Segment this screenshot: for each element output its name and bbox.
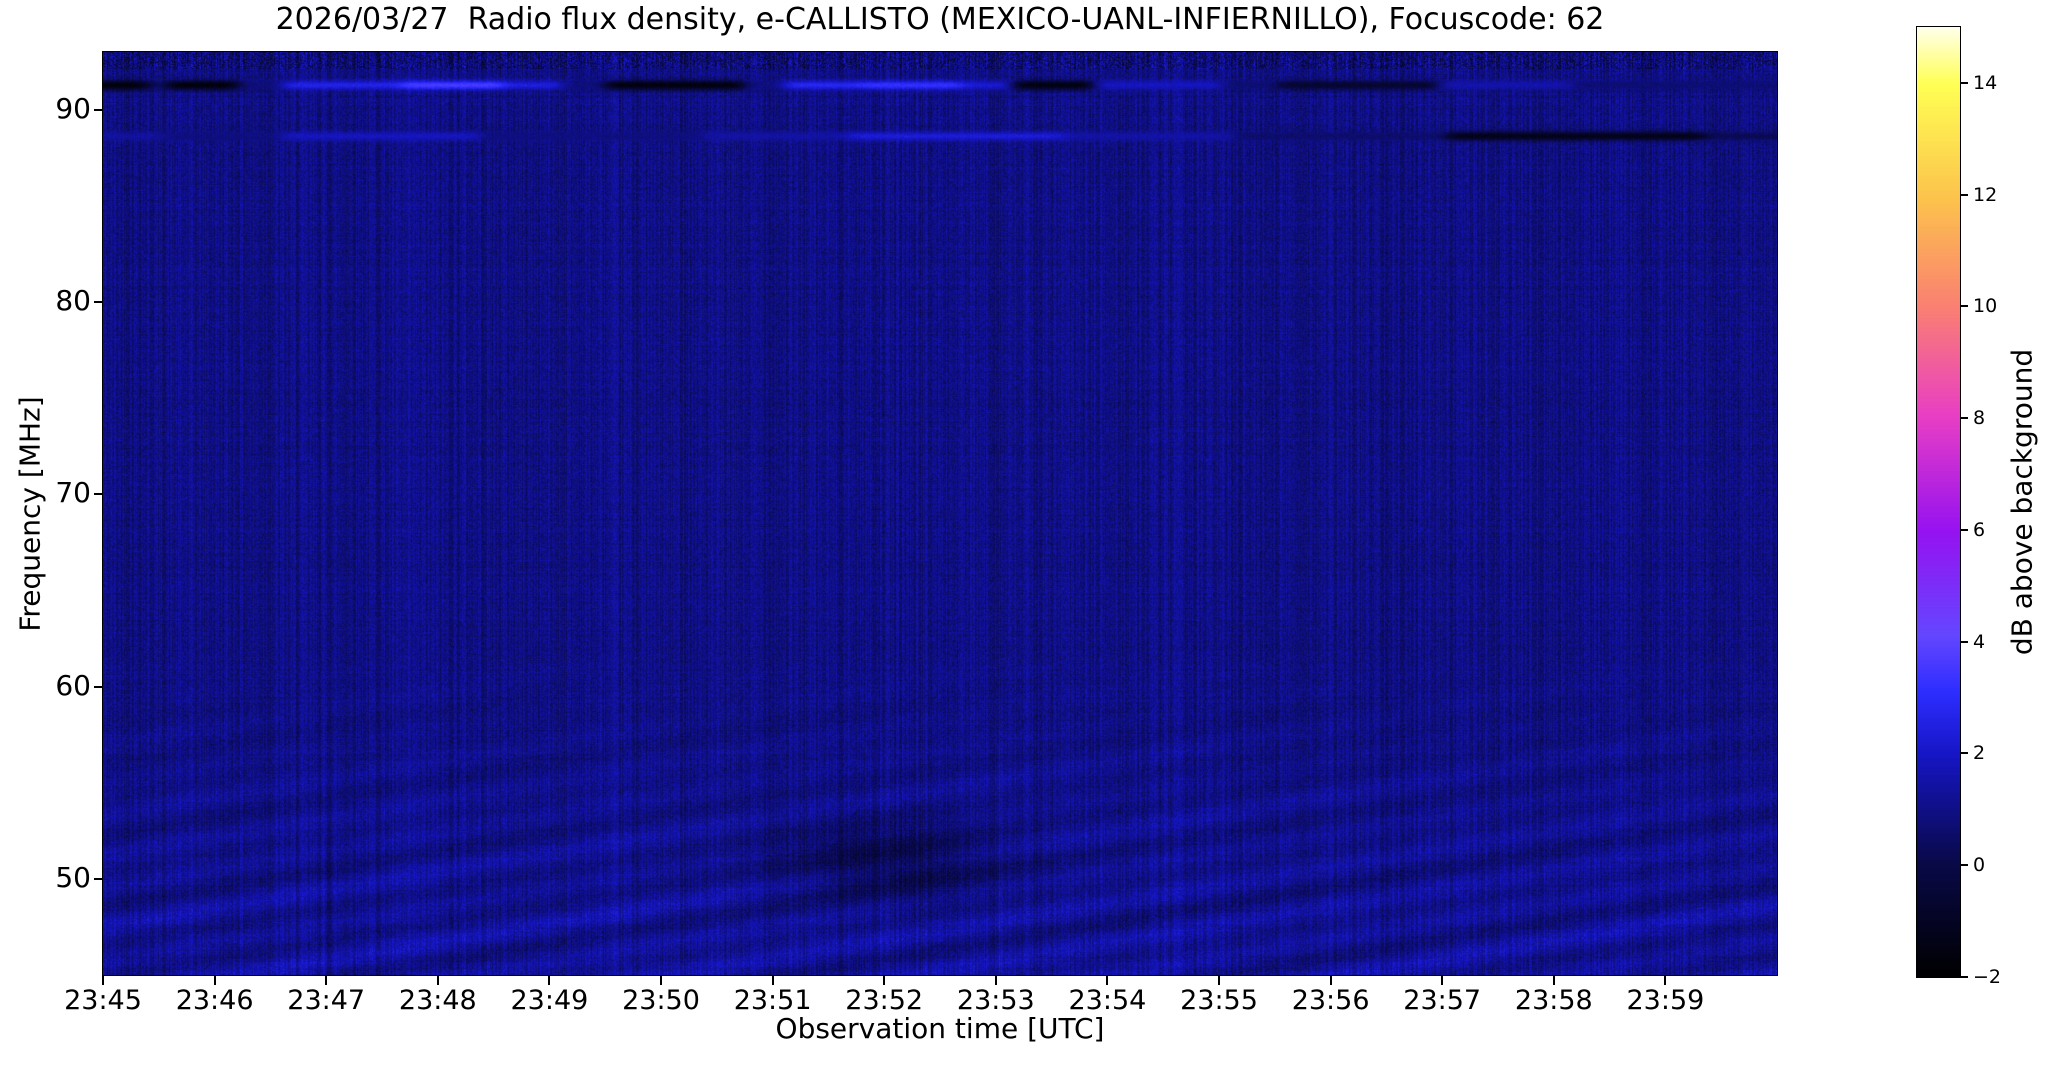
x-tick-label: 23:52 xyxy=(845,985,924,1016)
x-tick-label: 23:53 xyxy=(956,985,1035,1016)
y-tick-label: 60 xyxy=(55,668,91,702)
colorbar-tick-mark xyxy=(1961,417,1968,420)
y-tick-mark xyxy=(94,685,103,688)
spectrogram-heatmap xyxy=(103,52,1777,975)
colorbar-tick-label: −2 xyxy=(1973,966,2002,988)
x-tick-label: 23:54 xyxy=(1068,985,1147,1016)
colorbar-tick-mark xyxy=(1961,193,1968,196)
x-tick-mark xyxy=(771,976,774,985)
x-tick-label: 23:47 xyxy=(287,985,366,1016)
colorbar-tick-mark xyxy=(1961,752,1968,755)
colorbar-tick-mark xyxy=(1961,305,1968,308)
x-tick-mark xyxy=(1552,976,1555,985)
colorbar-tick-mark xyxy=(1961,640,1968,643)
y-tick-label: 80 xyxy=(55,283,91,317)
y-tick-label: 90 xyxy=(55,91,91,125)
x-tick-mark xyxy=(1664,976,1667,985)
colorbar-tick-label: 0 xyxy=(1973,854,1986,877)
y-tick-label: 70 xyxy=(55,476,91,510)
x-tick-label: 23:50 xyxy=(622,985,700,1016)
x-axis-label: Observation time [UTC] xyxy=(775,1012,1105,1045)
x-tick-label: 23:46 xyxy=(175,985,254,1016)
colorbar-tick-label: 6 xyxy=(1973,518,1986,541)
colorbar-tick-label: 8 xyxy=(1973,407,1986,430)
x-tick-mark xyxy=(1106,976,1109,985)
colorbar-tick-mark xyxy=(1961,864,1968,867)
x-tick-label: 23:59 xyxy=(1626,985,1705,1016)
y-tick-mark xyxy=(94,108,103,111)
colorbar-tick-label: 14 xyxy=(1973,71,1998,94)
x-tick-label: 23:56 xyxy=(1291,985,1370,1016)
y-tick-mark xyxy=(94,300,103,303)
colorbar-gradient xyxy=(1917,27,1960,977)
x-tick-mark xyxy=(1441,976,1444,985)
y-tick-mark xyxy=(94,877,103,880)
x-tick-label: 23:51 xyxy=(733,985,812,1016)
x-tick-label: 23:48 xyxy=(398,985,477,1016)
y-axis-label: Frequency [MHz] xyxy=(13,396,47,632)
x-tick-label: 23:57 xyxy=(1403,985,1482,1016)
x-tick-mark xyxy=(1329,976,1332,985)
x-tick-mark xyxy=(660,976,662,985)
y-tick-label: 50 xyxy=(55,860,91,894)
x-tick-mark xyxy=(883,976,886,985)
x-tick-mark xyxy=(548,976,551,985)
chart-title: 2026/03/27 Radio flux density, e-CALLIST… xyxy=(275,2,1605,37)
colorbar-tick-label: 10 xyxy=(1973,295,1998,318)
colorbar-label: dB above background xyxy=(2005,348,2039,656)
x-tick-mark xyxy=(436,976,439,985)
x-tick-mark xyxy=(213,976,216,985)
colorbar-tick-mark xyxy=(1961,976,1968,978)
colorbar-tick-mark xyxy=(1961,81,1968,84)
x-tick-mark xyxy=(1218,976,1220,985)
x-tick-mark xyxy=(994,976,997,985)
y-tick-mark xyxy=(94,493,103,496)
colorbar-tick-label: 12 xyxy=(1973,183,1998,206)
colorbar-tick-label: 4 xyxy=(1973,630,1986,653)
x-tick-label: 23:55 xyxy=(1180,985,1258,1016)
x-tick-mark xyxy=(102,976,104,985)
colorbar-tick-label: 2 xyxy=(1973,742,1986,765)
x-tick-label: 23:58 xyxy=(1514,985,1593,1016)
x-tick-mark xyxy=(325,976,328,985)
colorbar-tick-mark xyxy=(1961,528,1968,531)
x-tick-label: 23:45 xyxy=(64,985,142,1016)
x-tick-label: 23:49 xyxy=(510,985,589,1016)
